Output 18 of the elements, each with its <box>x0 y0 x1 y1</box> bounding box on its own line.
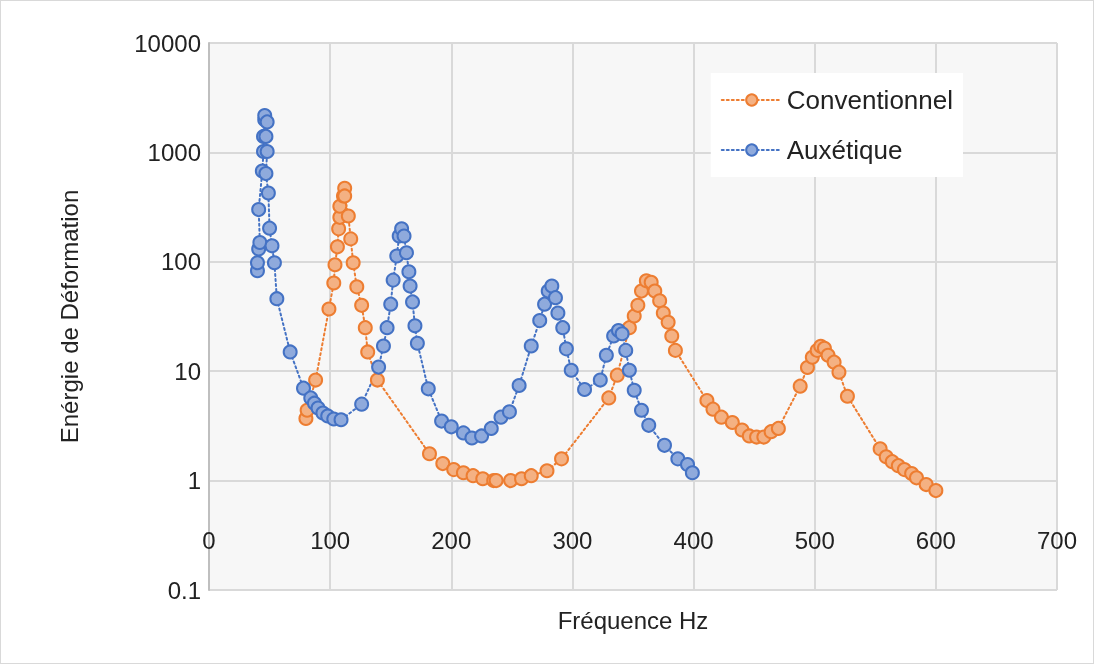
y-tick-label: 0.1 <box>167 576 201 604</box>
x-tick-label: 600 <box>915 526 956 554</box>
x-tick-label: 0 <box>202 526 216 554</box>
x-tick-label: 400 <box>673 526 714 554</box>
y-axis-title: Enérgie de Déformation <box>55 189 83 444</box>
x-tick-label: 300 <box>552 526 593 554</box>
x-tick-label: 100 <box>310 526 351 554</box>
y-tick-label: 1000 <box>147 138 201 166</box>
legend-label: Conventionnel <box>786 85 953 115</box>
x-axis-title: Fréquence Hz <box>557 606 709 634</box>
y-tick-label: 1 <box>187 467 201 495</box>
x-tick-label: 700 <box>1036 526 1078 554</box>
y-tick-label: 100 <box>160 248 201 276</box>
y-tick-label: 10000 <box>134 29 201 57</box>
legend-label: Auxétique <box>786 135 903 165</box>
y-tick-label: 10 <box>174 357 201 385</box>
x-tick-label: 500 <box>794 526 835 554</box>
x-tick-label: 200 <box>431 526 472 554</box>
